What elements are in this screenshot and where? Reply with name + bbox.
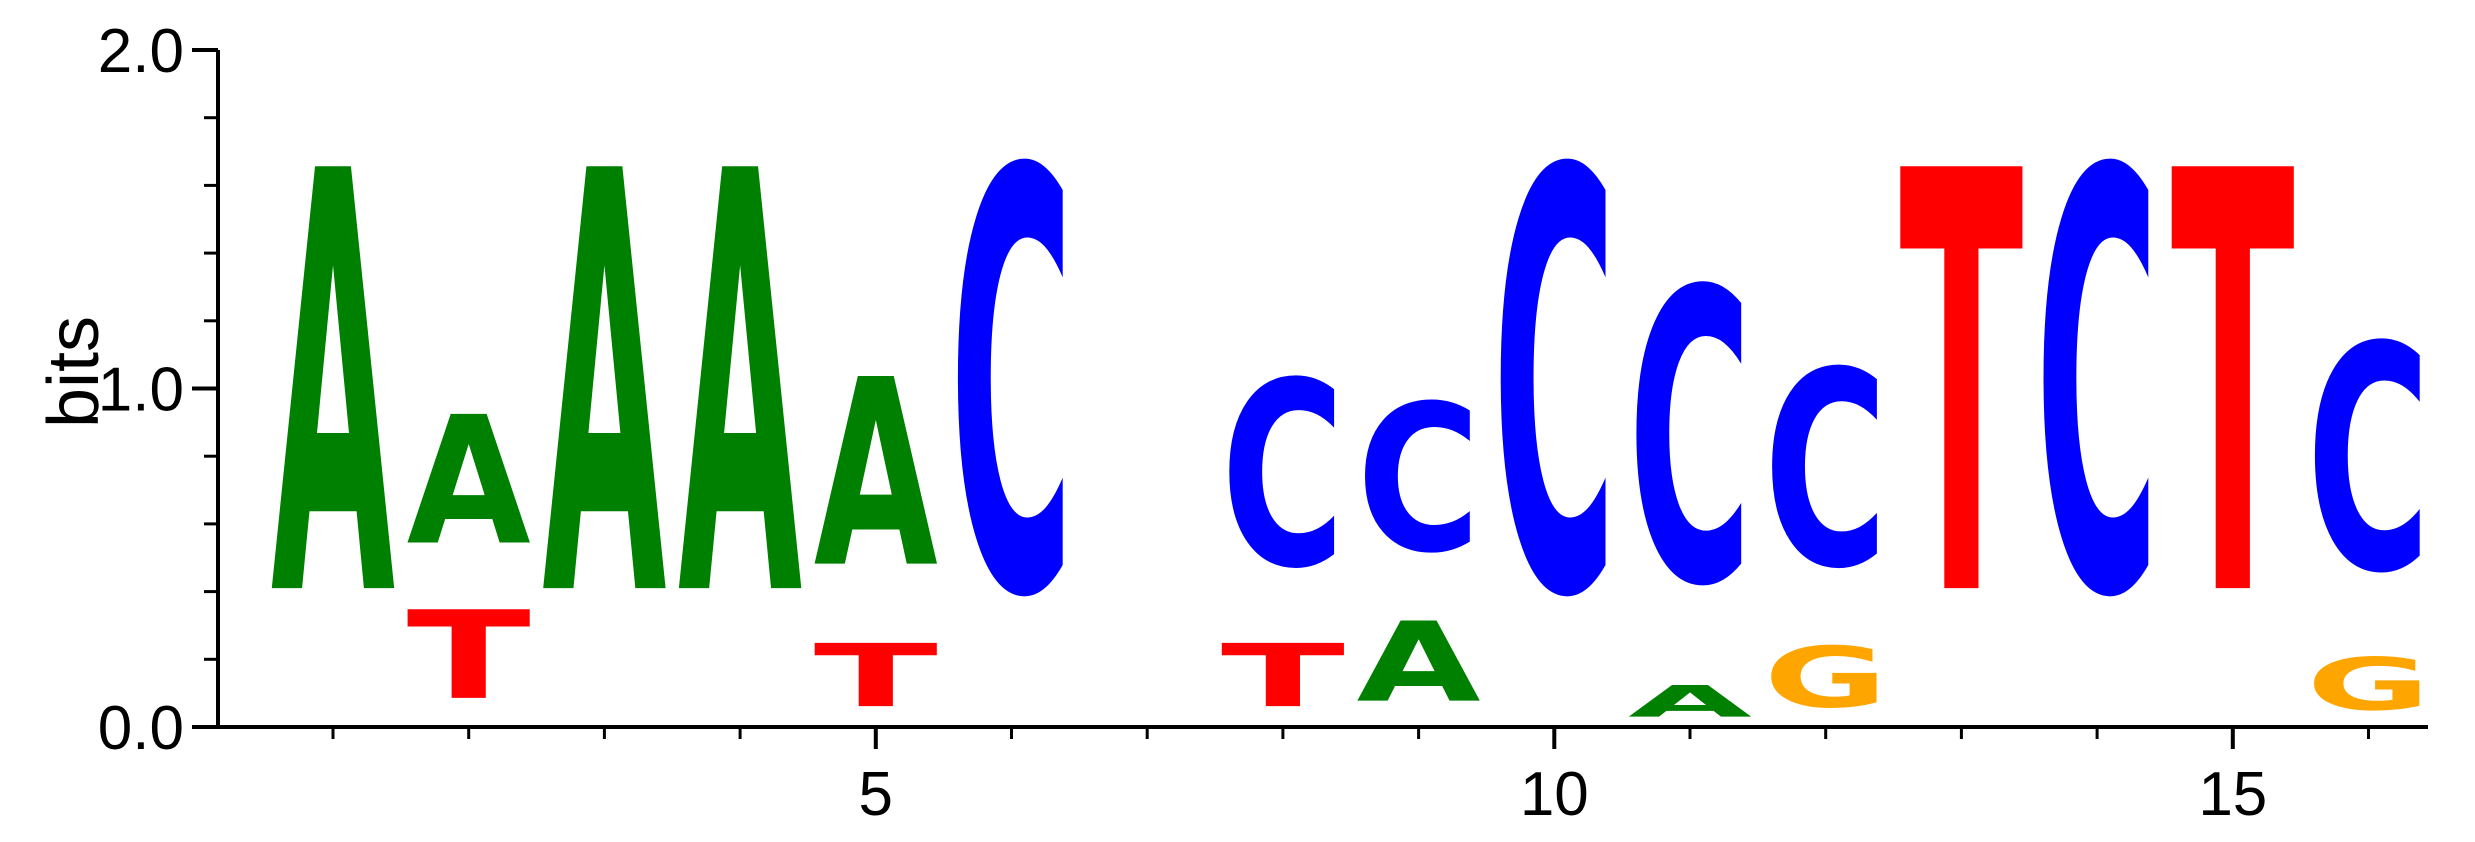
- logo-letter-T: T: [2171, 52, 2296, 725]
- logo-letter-C: C: [1357, 362, 1481, 598]
- logo-letter-C: C: [2307, 281, 2431, 641]
- logo-letter-C: C: [1492, 51, 1616, 726]
- logo-letter-C: C: [1764, 314, 1888, 628]
- logo-letter-C: C: [1221, 327, 1345, 624]
- logo-letter-A: A: [407, 379, 531, 584]
- logo-letter-A: A: [542, 52, 667, 725]
- logo-letter-A: A: [1628, 676, 1752, 727]
- logo-letter-A: A: [814, 325, 938, 625]
- logo-letter-A: A: [678, 52, 803, 725]
- logo-letter-C: C: [1628, 207, 1752, 675]
- x-tick-label: 5: [859, 760, 893, 829]
- logo-letter-T: T: [1899, 52, 2024, 725]
- logo-letter-A: A: [1357, 599, 1481, 727]
- logo-letter-A: A: [271, 52, 396, 725]
- logo-letter-C: C: [950, 51, 1074, 726]
- y-tick-label: 0.0: [98, 694, 184, 763]
- x-tick-label: 15: [2198, 760, 2267, 829]
- y-tick-label: 2.0: [98, 17, 184, 86]
- logo-letter-T: T: [407, 585, 531, 726]
- logo-letter-C: C: [2035, 51, 2159, 726]
- x-tick-label: 10: [1520, 760, 1589, 829]
- logo-letter-G: G: [1764, 629, 1888, 727]
- axes-layer: 0.0 1.0 2.0 5 10 15: [98, 17, 2428, 829]
- y-tick-label: 1.0: [98, 356, 184, 425]
- logo-letter-T: T: [1221, 626, 1345, 727]
- logo-letter-G: G: [2307, 642, 2431, 726]
- logo-letter-T: T: [814, 626, 938, 727]
- y-axis-title: bits: [34, 316, 114, 428]
